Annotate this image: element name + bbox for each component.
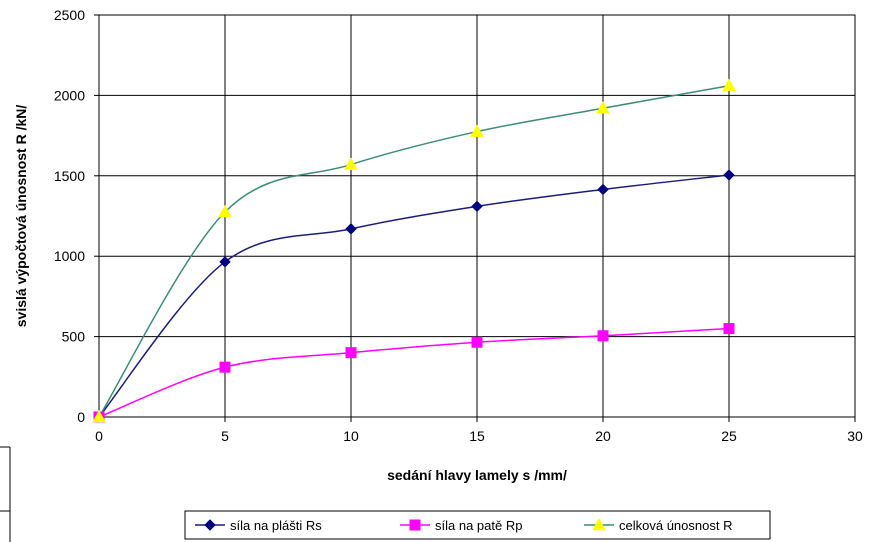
data-point	[723, 169, 735, 181]
x-axis-label: sedání hlavy lamely s /mm/	[387, 467, 567, 483]
data-point	[471, 336, 483, 348]
y-tick-label: 1000	[54, 248, 85, 264]
x-tick-label: 25	[721, 428, 737, 444]
data-point	[597, 183, 609, 196]
x-tick-label: 10	[343, 428, 359, 444]
data-point	[722, 78, 736, 92]
series-line-2	[98, 327, 730, 418]
legend-marker-3	[592, 517, 606, 531]
data-point	[596, 101, 610, 114]
x-tick-label: 20	[595, 428, 611, 444]
data-point	[597, 330, 609, 342]
plot-area	[98, 14, 856, 418]
legend-label-3: celková únosnost R	[619, 518, 732, 533]
y-tick-label: 0	[77, 409, 85, 425]
data-point	[345, 347, 357, 359]
x-tick-label: 15	[469, 428, 485, 444]
series-line-1	[98, 174, 730, 418]
legend-marker-2	[409, 519, 421, 531]
data-point	[344, 157, 358, 170]
y-tick-label: 2000	[54, 87, 85, 103]
y-tick-label: 500	[62, 329, 86, 345]
x-tick-label: 5	[221, 428, 229, 444]
legend-label-2: síla na patě Rp	[435, 518, 522, 533]
x-axis-ticks: 0 5 10 15 20 25 30	[95, 417, 863, 444]
series-line-3	[98, 85, 730, 418]
y-axis-ticks: 0 500 1000 1500 2000 2500	[54, 7, 99, 425]
data-point	[218, 204, 232, 218]
data-point	[345, 223, 357, 235]
legend-marker-1	[204, 519, 216, 531]
x-tick-label: 30	[847, 428, 863, 444]
data-point	[470, 124, 484, 137]
legend: síla na plášti Rs síla na patě Rp celková …	[184, 510, 771, 540]
data-point	[471, 200, 483, 213]
legend-label-1: síla na plášti Rs	[230, 518, 322, 533]
data-point	[92, 409, 106, 423]
y-tick-label: 2500	[54, 7, 85, 23]
partial-frame	[0, 446, 11, 542]
data-point	[219, 361, 231, 373]
x-tick-label: 0	[95, 428, 103, 444]
y-axis-label: svislá výpočtová únosnost R /kN/	[13, 105, 29, 328]
series-markers	[92, 78, 736, 423]
y-tick-label: 1500	[54, 168, 85, 184]
series-lines	[98, 85, 730, 418]
legend-box	[184, 510, 771, 540]
data-point	[723, 323, 735, 335]
data-point	[219, 256, 231, 268]
